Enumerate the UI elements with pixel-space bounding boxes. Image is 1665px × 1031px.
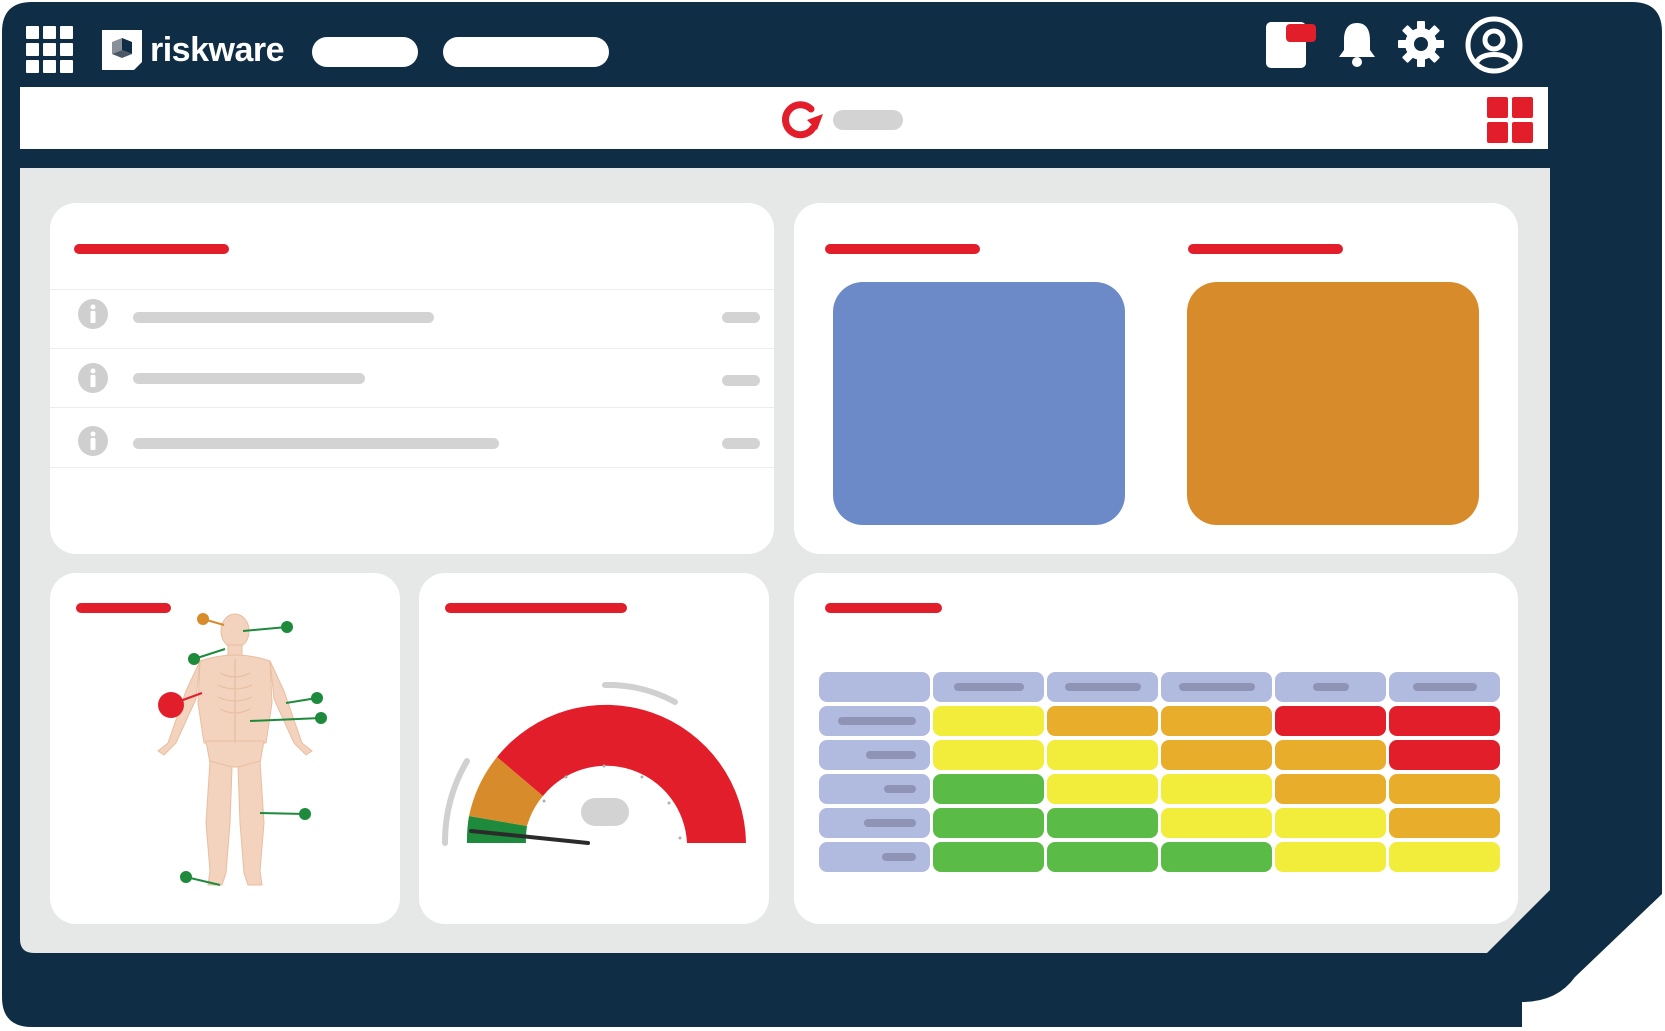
brand-name: riskware bbox=[150, 31, 285, 69]
notification-card-icon[interactable] bbox=[1266, 20, 1318, 70]
heatmap-cell[interactable] bbox=[1047, 842, 1158, 872]
heatmap-column-label bbox=[1412, 683, 1477, 691]
card-title-bar bbox=[76, 603, 171, 613]
heatmap-corner-cell bbox=[819, 672, 930, 702]
kpi-card bbox=[794, 203, 1518, 554]
gauge-segment-orange bbox=[469, 757, 543, 826]
heatmap-cell[interactable] bbox=[1275, 808, 1386, 838]
heatmap-cell[interactable] bbox=[1047, 740, 1158, 770]
list-item-value bbox=[722, 438, 760, 449]
heatmap-row-label bbox=[838, 717, 916, 725]
heatmap-cell[interactable] bbox=[933, 774, 1044, 804]
body-map-figure bbox=[157, 613, 327, 886]
heatmap-cell[interactable] bbox=[1389, 808, 1500, 838]
list-item-value bbox=[722, 312, 760, 323]
heatmap-cell[interactable] bbox=[1047, 808, 1158, 838]
heatmap-cell[interactable] bbox=[1275, 774, 1386, 804]
heatmap-cell[interactable] bbox=[933, 740, 1044, 770]
heatmap-cell[interactable] bbox=[1047, 774, 1158, 804]
status-pill bbox=[833, 110, 903, 130]
list-item-value bbox=[722, 375, 760, 386]
divider bbox=[50, 289, 774, 290]
gauge-card bbox=[419, 573, 769, 924]
divider bbox=[50, 467, 774, 468]
heatmap-row-label bbox=[884, 785, 916, 793]
heatmap-cell[interactable] bbox=[1389, 740, 1500, 770]
risk-heatmap bbox=[819, 672, 1502, 874]
list-item-text bbox=[133, 312, 434, 323]
heatmap-cell[interactable] bbox=[1275, 706, 1386, 736]
heatmap-row-label bbox=[864, 819, 916, 827]
bell-icon[interactable] bbox=[1336, 20, 1378, 68]
heatmap-column-label bbox=[953, 683, 1024, 691]
tile-title-bar bbox=[1188, 244, 1343, 254]
info-icon[interactable] bbox=[77, 298, 109, 330]
heatmap-column-label bbox=[1064, 683, 1141, 691]
user-avatar-icon[interactable] bbox=[1465, 16, 1523, 74]
heatmap-cell[interactable] bbox=[1161, 706, 1272, 736]
kpi-tile-blue[interactable] bbox=[833, 282, 1125, 525]
refresh-icon[interactable] bbox=[779, 98, 825, 140]
risk-matrix-card bbox=[794, 573, 1518, 924]
gauge-segment-red bbox=[497, 704, 746, 843]
brand-logo[interactable]: riskware bbox=[100, 28, 290, 74]
gear-icon[interactable] bbox=[1397, 20, 1445, 68]
info-icon[interactable] bbox=[77, 425, 109, 457]
divider bbox=[50, 348, 774, 349]
nav-item-1[interactable] bbox=[312, 37, 418, 67]
info-icon[interactable] bbox=[77, 362, 109, 394]
brand-logo-icon bbox=[102, 30, 142, 70]
heatmap-cell[interactable] bbox=[933, 842, 1044, 872]
heatmap-cell[interactable] bbox=[1389, 706, 1500, 736]
heatmap-cell[interactable] bbox=[1275, 842, 1386, 872]
body-map-card bbox=[50, 573, 400, 924]
heatmap-cell[interactable] bbox=[1389, 774, 1500, 804]
heatmap-cell[interactable] bbox=[1161, 740, 1272, 770]
risk-gauge bbox=[441, 681, 746, 846]
heatmap-cell[interactable] bbox=[1161, 808, 1272, 838]
list-item-text bbox=[133, 438, 499, 449]
heatmap-cell[interactable] bbox=[1161, 842, 1272, 872]
heatmap-cell[interactable] bbox=[1161, 774, 1272, 804]
heatmap-row-label bbox=[882, 853, 916, 861]
heatmap-cell[interactable] bbox=[1275, 740, 1386, 770]
heatmap-column-label bbox=[1312, 683, 1349, 691]
nav-item-2[interactable] bbox=[443, 37, 609, 67]
heatmap-cell[interactable] bbox=[933, 706, 1044, 736]
gauge-value-pill bbox=[581, 798, 629, 826]
apps-grid-icon[interactable] bbox=[26, 26, 74, 74]
gauge-needle bbox=[469, 829, 590, 845]
tile-title-bar bbox=[825, 244, 980, 254]
heatmap-cell[interactable] bbox=[1047, 706, 1158, 736]
kpi-tile-orange[interactable] bbox=[1187, 282, 1479, 525]
divider bbox=[50, 407, 774, 408]
info-list-card bbox=[50, 203, 774, 554]
card-title-bar bbox=[74, 244, 229, 254]
card-title-bar bbox=[825, 603, 942, 613]
list-item-text bbox=[133, 373, 365, 384]
heatmap-column-label bbox=[1178, 683, 1255, 691]
heatmap-cell[interactable] bbox=[933, 808, 1044, 838]
heatmap-cell[interactable] bbox=[1389, 842, 1500, 872]
heatmap-row-label bbox=[866, 751, 916, 759]
layout-grid-icon[interactable] bbox=[1487, 97, 1533, 143]
card-title-bar bbox=[445, 603, 627, 613]
